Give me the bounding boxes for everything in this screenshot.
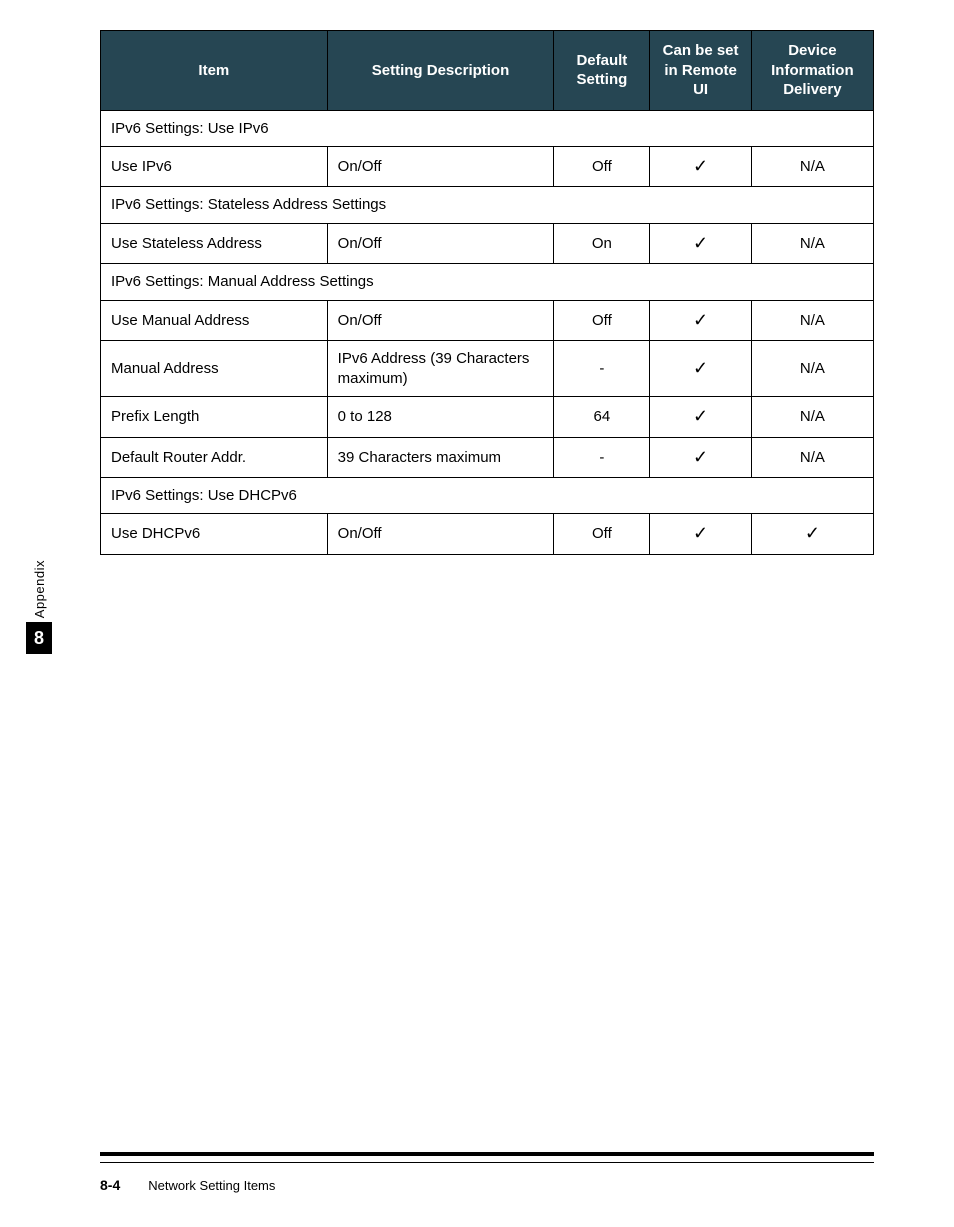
section-title: IPv6 Settings: Use IPv6 (101, 110, 874, 147)
table-row: Use DHCPv6 On/Off Off ✓ ✓ (101, 514, 874, 554)
cell-device: N/A (751, 341, 873, 397)
header-item: Item (101, 31, 328, 111)
cell-desc: On/Off (327, 147, 554, 187)
side-label: Appendix (32, 560, 47, 618)
cell-remote: ✓ (650, 341, 751, 397)
header-desc: Setting Description (327, 31, 554, 111)
cell-default: - (554, 437, 650, 477)
cell-item: Use Manual Address (101, 300, 328, 340)
cell-remote: ✓ (650, 300, 751, 340)
cell-device: N/A (751, 223, 873, 263)
cell-device: ✓ (751, 514, 873, 554)
cell-desc: IPv6 Address (39 Characters maximum) (327, 341, 554, 397)
cell-remote: ✓ (650, 397, 751, 437)
cell-default: 64 (554, 397, 650, 437)
table-row: Use Manual Address On/Off Off ✓ N/A (101, 300, 874, 340)
cell-desc: 0 to 128 (327, 397, 554, 437)
section-title: IPv6 Settings: Use DHCPv6 (101, 477, 874, 514)
section-title: IPv6 Settings: Manual Address Settings (101, 264, 874, 301)
cell-item: Prefix Length (101, 397, 328, 437)
cell-device: N/A (751, 300, 873, 340)
cell-item: Default Router Addr. (101, 437, 328, 477)
table-row: Default Router Addr. 39 Characters maxim… (101, 437, 874, 477)
cell-device: N/A (751, 147, 873, 187)
cell-default: - (554, 341, 650, 397)
footer-rule (100, 1152, 874, 1163)
cell-item: Manual Address (101, 341, 328, 397)
settings-table: Item Setting Description Default Setting… (100, 30, 874, 555)
page-title: Network Setting Items (148, 1178, 275, 1193)
cell-item: Use IPv6 (101, 147, 328, 187)
table-row: Use IPv6 On/Off Off ✓ N/A (101, 147, 874, 187)
cell-remote: ✓ (650, 514, 751, 554)
cell-default: Off (554, 147, 650, 187)
header-remote: Can be set in Remote UI (650, 31, 751, 111)
cell-item: Use DHCPv6 (101, 514, 328, 554)
page-number: 8-4 (100, 1177, 120, 1193)
cell-desc: On/Off (327, 223, 554, 263)
cell-default: On (554, 223, 650, 263)
table-row: Prefix Length 0 to 128 64 ✓ N/A (101, 397, 874, 437)
cell-default: Off (554, 514, 650, 554)
cell-desc: 39 Characters maximum (327, 437, 554, 477)
cell-device: N/A (751, 437, 873, 477)
footer: 8-4 Network Setting Items (100, 1177, 275, 1193)
cell-remote: ✓ (650, 223, 751, 263)
cell-remote: ✓ (650, 147, 751, 187)
side-number-box: 8 (26, 622, 52, 654)
header-default: Default Setting (554, 31, 650, 111)
cell-desc: On/Off (327, 514, 554, 554)
table-row: Manual Address IPv6 Address (39 Characte… (101, 341, 874, 397)
section-title: IPv6 Settings: Stateless Address Setting… (101, 187, 874, 224)
cell-desc: On/Off (327, 300, 554, 340)
side-tab: Appendix 8 (26, 560, 52, 654)
cell-device: N/A (751, 397, 873, 437)
table-row: Use Stateless Address On/Off On ✓ N/A (101, 223, 874, 263)
header-device: Device Information Delivery (751, 31, 873, 111)
cell-default: Off (554, 300, 650, 340)
cell-item: Use Stateless Address (101, 223, 328, 263)
cell-remote: ✓ (650, 437, 751, 477)
